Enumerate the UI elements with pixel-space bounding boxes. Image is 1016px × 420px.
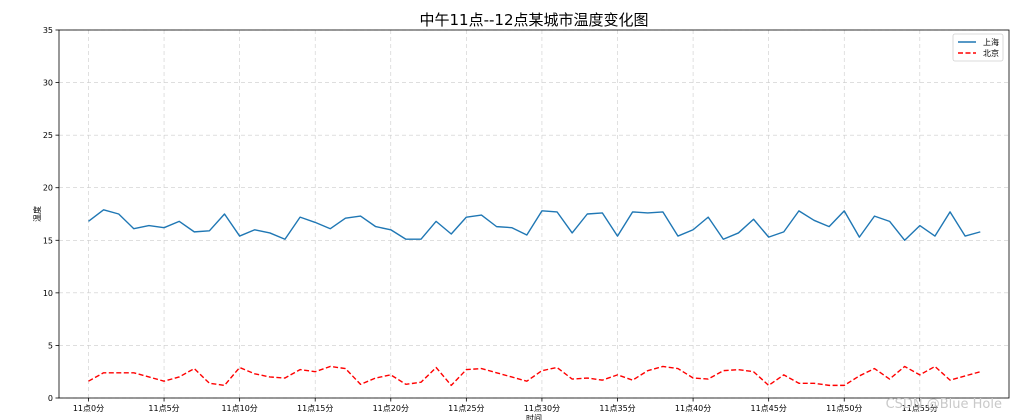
legend-box (952, 33, 1004, 62)
x-tick-label: 11点40分 (675, 404, 711, 413)
x-tick-label: 11点55分 (902, 404, 938, 413)
x-tick-label: 11点15分 (297, 404, 333, 413)
x-tick-label: 11点5分 (148, 404, 179, 413)
y-tick-label: 30 (43, 79, 53, 88)
x-tick-label: 11点30分 (524, 404, 560, 413)
legend-label: 北京 (983, 48, 999, 58)
y-axis-ticks: 0 5 10 15 20 25 30 35 (43, 26, 59, 403)
series-lines (88, 209, 981, 387)
y-tick-label: 35 (43, 26, 53, 35)
series-line-shanghai (88, 209, 981, 241)
x-tick-label: 11点0分 (73, 404, 104, 413)
x-axis-label: 时间 (526, 413, 542, 420)
y-tick-label: 20 (43, 184, 53, 193)
y-tick-label: 5 (48, 341, 53, 350)
series-line-beijing (88, 365, 981, 387)
x-tick-label: 11点20分 (373, 404, 409, 413)
x-tick-label: 11点45分 (750, 404, 786, 413)
legend-label: 上海 (983, 37, 999, 47)
x-tick-label: 11点50分 (826, 404, 862, 413)
x-tick-label: 11点35分 (599, 404, 635, 413)
x-axis-ticks: 11点0分 11点5分 11点10分 11点15分 11点20分 11点25分 11点30分… (73, 398, 938, 413)
watermark: CSDN @Blue Hole (885, 397, 1002, 412)
y-tick-label: 25 (43, 131, 53, 140)
y-tick-label: 0 (48, 394, 53, 403)
chart-title: 中午11点--12点某城市温度变化图 (419, 11, 648, 29)
y-tick-label: 15 (43, 236, 53, 245)
x-tick-label: 11点25分 (448, 404, 484, 413)
y-tick-label: 10 (43, 289, 53, 298)
y-axis-label: 温度 (32, 206, 42, 222)
grid-lines (59, 29, 1009, 399)
plot-frame (58, 29, 1010, 399)
x-tick-label: 11点10分 (221, 404, 257, 413)
